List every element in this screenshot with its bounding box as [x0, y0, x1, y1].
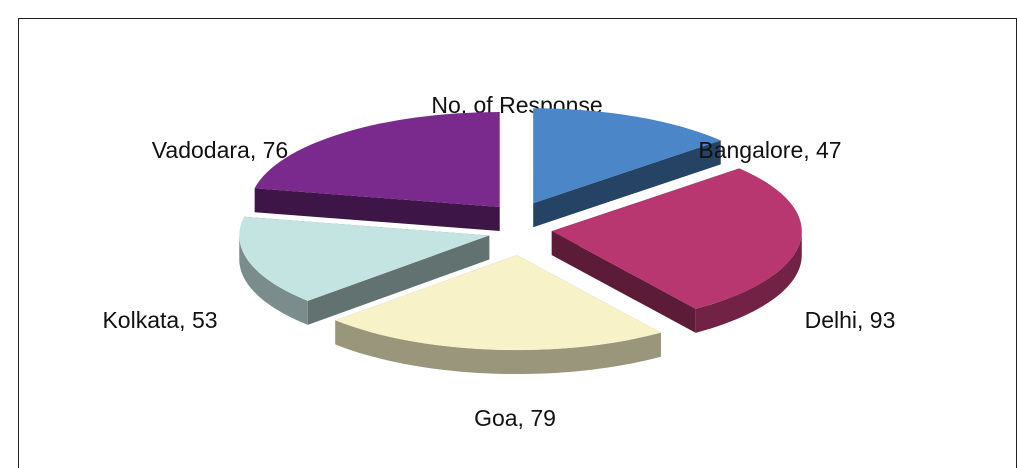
- pie-slice: [533, 108, 721, 228]
- plot-frame: [18, 18, 1017, 468]
- slice-outer-wall: [335, 320, 661, 375]
- slice-top: [551, 168, 802, 309]
- pie-slice: [335, 255, 661, 375]
- slice-edge-wall: [307, 235, 490, 325]
- data-label: Goa, 79: [474, 405, 556, 431]
- slice-top: [254, 111, 500, 207]
- slice-edge-wall: [551, 231, 696, 333]
- slice-edge-wall: [254, 188, 500, 231]
- data-label: Vadodara, 76: [152, 137, 288, 163]
- pie-slice: [254, 111, 500, 231]
- slice-edge-wall: [533, 140, 721, 228]
- slice-top: [239, 216, 490, 301]
- slice-outer-wall: [695, 231, 802, 333]
- data-label: Kolkata, 53: [102, 307, 217, 333]
- slice-top: [335, 255, 661, 351]
- data-label: Delhi, 93: [805, 307, 896, 333]
- pie-slice: [239, 216, 490, 325]
- data-label: Bangalore, 47: [698, 137, 841, 163]
- slice-outer-wall: [239, 235, 308, 325]
- slice-top: [533, 108, 721, 204]
- pie-slice: [551, 168, 802, 333]
